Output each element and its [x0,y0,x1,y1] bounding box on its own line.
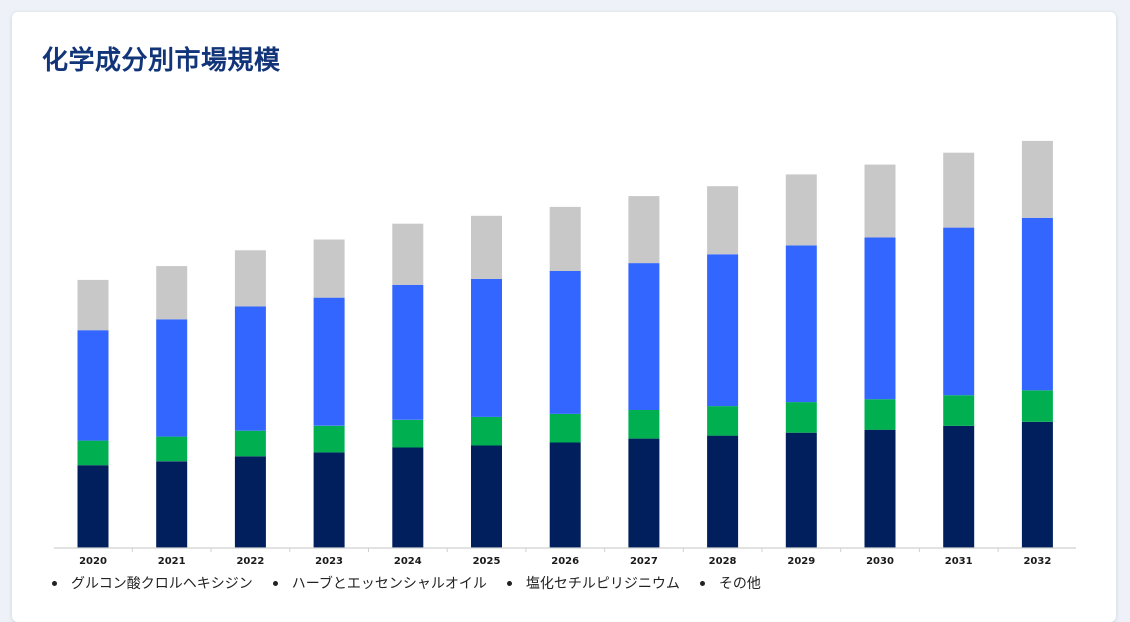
bar-segment-2028-series-1 [707,435,739,548]
bar-segment-2020-series-2 [77,440,109,466]
legend-bullet-icon [272,580,278,586]
bar-segment-2032-series-4 [1021,140,1053,218]
bar-segment-2026-series-4 [549,206,581,271]
bar-segment-2024-series-3 [392,284,424,420]
bar-segment-2024-series-1 [392,447,424,548]
bar-segment-2020-series-3 [77,330,109,441]
bar-segment-2032-series-1 [1021,421,1053,548]
bar-segment-2031-series-4 [943,152,975,228]
bar-segment-2029-series-2 [785,402,817,433]
bar-segment-2031-series-2 [943,395,975,426]
stacked-bar-chart: 2020 2021 2022 2023 2024 2025 2026 2027 2028 2029… [54,140,1076,567]
bar-segment-2022-series-2 [234,430,266,457]
x-tick-label: 2026 [551,556,579,567]
x-tick-label: 2027 [630,556,658,567]
bar-segment-2027-series-2 [628,410,660,439]
bar-segment-2021-series-2 [156,436,188,462]
bar-segment-2025-series-4 [471,215,502,279]
bar-segment-2025-series-2 [471,416,502,446]
bar-segment-2020-series-4 [77,279,109,331]
bar-segment-2029-series-3 [785,245,817,403]
bar-segment-2028-series-4 [707,186,739,255]
bar-segment-2025-series-1 [471,445,502,548]
x-tick-label: 2025 [473,556,501,567]
bar-segment-2030-series-2 [864,399,896,430]
bar-segment-2031-series-1 [943,425,975,548]
bar-segment-2021-series-3 [156,319,188,437]
legend-bullet-icon [699,580,705,586]
bar-segment-2030-series-4 [864,164,896,238]
legend-label: 塩化セチルピリジニウム [525,576,680,592]
x-tick-label: 2023 [315,556,343,567]
bar-segment-2030-series-3 [864,237,896,400]
bar-segment-2022-series-4 [234,250,266,307]
bar-segment-2021-series-1 [156,461,188,548]
x-tick-label: 2029 [787,556,815,567]
bar-segment-2024-series-2 [392,419,424,448]
x-tick-label: 2028 [709,556,737,567]
bar-segment-2022-series-1 [234,456,266,548]
legend-item: 塩化セチルピリジニウム [506,573,680,593]
bar-segment-2026-series-2 [549,413,581,443]
bar-segment-2022-series-3 [234,306,266,431]
legend-bullet-icon [506,580,512,586]
x-tick-label: 2030 [866,556,894,567]
bar-segment-2029-series-1 [785,432,817,548]
legend-label: その他 [718,576,761,592]
bar-segment-2032-series-3 [1021,217,1053,391]
bar-segment-2030-series-1 [864,429,896,548]
x-tick-label: 2022 [236,556,264,567]
legend-item: その他 [699,573,761,593]
bar-segment-2024-series-4 [392,223,424,285]
bar-segment-2026-series-3 [549,271,581,414]
bar-segment-2032-series-2 [1021,390,1053,422]
legend-item: グルコン酸クロルヘキシジン [52,573,253,593]
legend-item: ハーブとエッセンシャルオイル [272,573,487,593]
legend-label: グルコン酸クロルヘキシジン [71,576,253,592]
x-tick-label: 2024 [394,556,422,567]
x-tick-label: 2021 [158,556,186,567]
bar-segment-2023-series-4 [313,239,345,298]
bar-segment-2031-series-3 [943,227,975,396]
bar-segment-2020-series-1 [77,465,109,548]
bar-segment-2027-series-3 [628,263,660,410]
chart-legend: グルコン酸クロルヘキシジン ハーブとエッセンシャルオイル 塩化セチルピリジニウム その… [52,573,781,593]
bar-segment-2027-series-4 [628,196,660,264]
page-title: 化学成分別市場規模 [42,46,281,76]
bar-segment-2026-series-1 [549,442,581,548]
bar-segment-2023-series-2 [313,425,345,453]
bar-segment-2029-series-4 [785,174,817,246]
legend-label: ハーブとエッセンシャルオイル [291,576,487,592]
bar-segment-2028-series-2 [707,406,739,436]
bar-segment-2021-series-4 [156,266,188,320]
bar-segment-2023-series-1 [313,452,345,548]
x-tick-label: 2031 [945,556,973,567]
bar-segment-2023-series-3 [313,297,345,426]
x-tick-label: 2020 [79,556,107,567]
bar-segment-2027-series-1 [628,438,660,548]
x-tick-label: 2032 [1023,556,1051,567]
bar-segment-2028-series-3 [707,254,739,407]
legend-bullet-icon [52,580,57,586]
bar-segment-2025-series-3 [471,278,502,417]
